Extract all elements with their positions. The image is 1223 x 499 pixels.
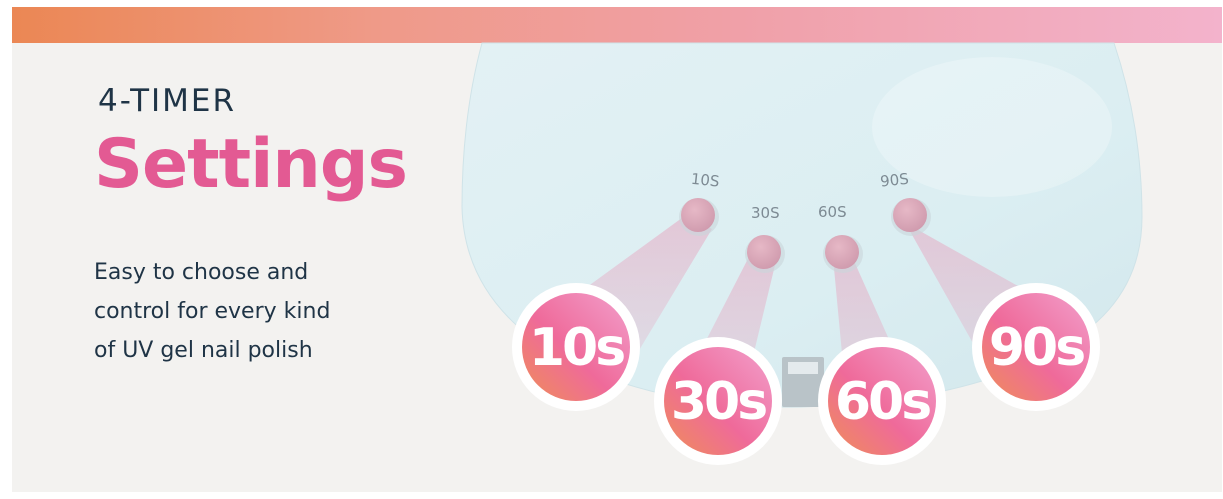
- badge-30s: 30s: [654, 337, 782, 465]
- top-gradient-stripe: [12, 7, 1222, 43]
- button-60s[interactable]: [823, 235, 863, 273]
- button-label-10s: 10S: [690, 170, 720, 191]
- button-90s[interactable]: [891, 198, 931, 236]
- badge-10s: 10s: [512, 283, 640, 411]
- description: Easy to choose and control for every kin…: [94, 253, 394, 370]
- button-label-30s: 30S: [751, 204, 780, 222]
- description-line: control for every kind: [94, 299, 331, 324]
- eyebrow-heading: 4-TIMER: [98, 83, 237, 119]
- button-30s[interactable]: [745, 235, 785, 273]
- button-label-60s: 60S: [818, 203, 847, 221]
- lamp-illustration: 10S 30S 60S 90S 10s 30s 60s 90s: [461, 42, 1143, 465]
- description-line: Easy to choose and: [94, 260, 309, 285]
- button-10s[interactable]: [679, 198, 719, 236]
- badge-60s: 60s: [818, 337, 946, 465]
- badge-90s: 90s: [972, 283, 1100, 411]
- description-line: of UV gel nail polish: [94, 338, 313, 363]
- svg-text:60s: 60s: [835, 372, 930, 432]
- svg-text:10s: 10s: [529, 318, 624, 378]
- svg-text:90s: 90s: [989, 318, 1084, 378]
- product-banner: 10S 30S 60S 90S 10s 30s 60s 90s 4-TIMER …: [12, 7, 1222, 492]
- button-label-90s: 90S: [879, 170, 909, 191]
- svg-text:30s: 30s: [671, 372, 766, 432]
- headline: Settings: [94, 125, 408, 204]
